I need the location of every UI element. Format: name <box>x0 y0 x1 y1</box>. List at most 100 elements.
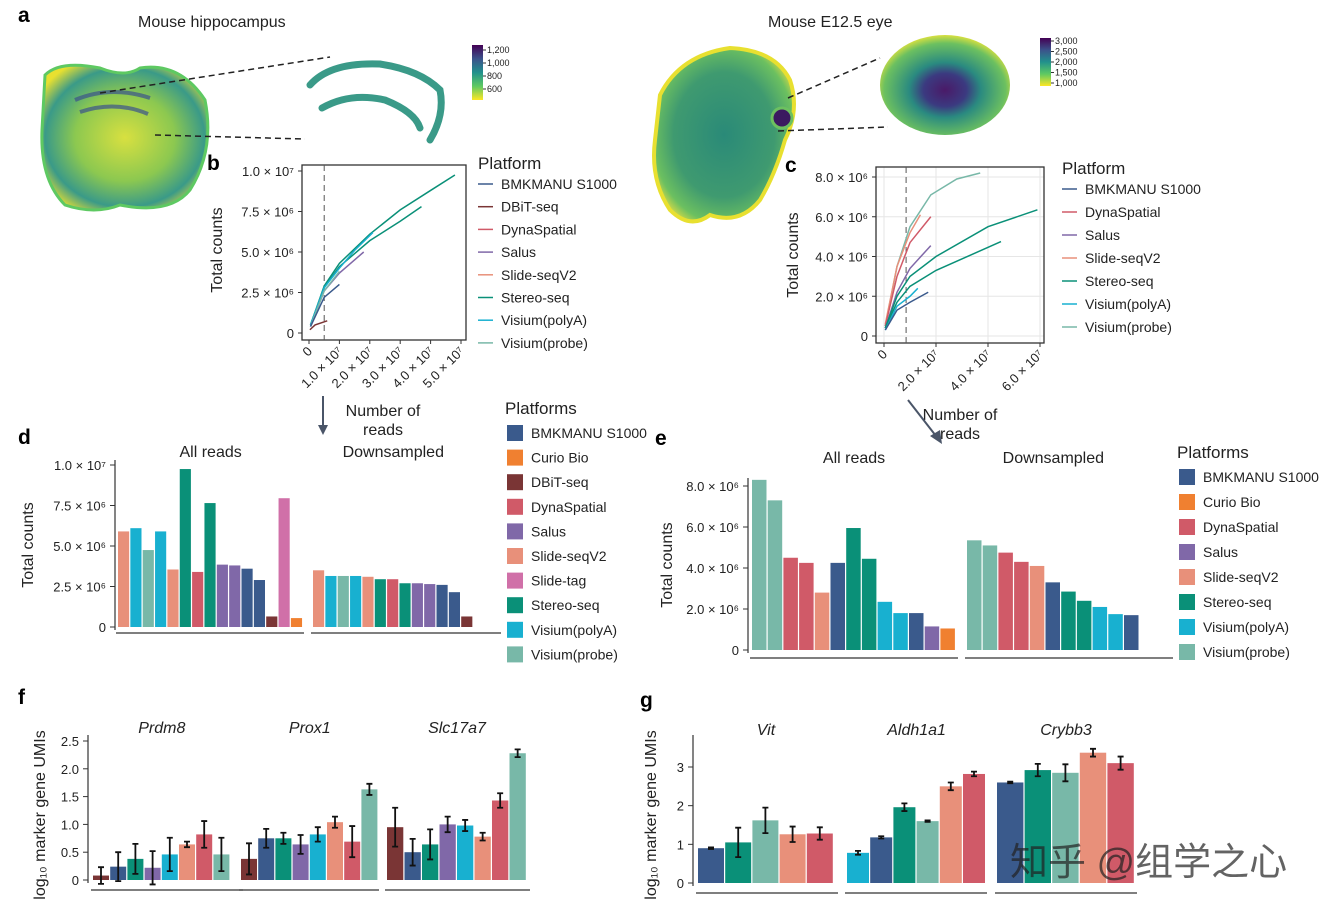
bar-visium-probe- <box>361 789 378 880</box>
y-axis-label: log₁₀ marker gene UMIs <box>32 730 49 899</box>
series-line-visium-probe- <box>309 270 340 327</box>
legend-item: DBiT-seq <box>501 199 559 215</box>
panel-label-f: f <box>18 686 26 709</box>
legend-item: BMKMANU S1000 <box>1203 469 1319 485</box>
y-axis-label: Total counts <box>20 502 37 587</box>
x-tick-label: 2.0 × 10⁷ <box>895 346 943 394</box>
bar-visium-probe- <box>767 500 783 650</box>
hippocampus-zoom-image <box>306 60 445 144</box>
bar-stereo-seq <box>1024 770 1051 883</box>
legend-item: DBiT-seq <box>531 474 589 490</box>
error-bar <box>462 819 469 832</box>
error-bar <box>816 826 823 841</box>
watermark: 知乎 @组学之心 <box>1010 842 1287 884</box>
legend-title: Platforms <box>505 399 577 418</box>
bar-slide-seqv2 <box>327 822 343 880</box>
bar-stereo-seq <box>846 528 861 650</box>
error-bar <box>184 840 190 849</box>
error-bar <box>855 850 861 856</box>
bar-stereo-seq <box>179 469 191 627</box>
arrow-c-to-e <box>907 399 942 444</box>
y-tick-label: 4.0 × 10⁶ <box>686 561 739 576</box>
bar-dynaspatial <box>344 841 361 880</box>
x-axis-label: Number of reads <box>923 407 998 443</box>
error-bar <box>497 792 504 809</box>
error-bar <box>349 825 356 859</box>
bar-bmkmanu-s1000 <box>909 613 924 650</box>
legend-item: BMKMANU S1000 <box>501 176 617 192</box>
y-tick-label: 0 <box>861 329 868 344</box>
bar-dynaspatial <box>806 833 833 883</box>
bar-slide-tag <box>278 498 290 627</box>
y-tick-label: 0 <box>72 873 79 888</box>
panel-d: d 0 2.5 × 10⁶ 5.0 × 10⁶ 7.5 × 10⁶ 1.0 × 10⁷ Al… <box>18 399 647 663</box>
legend-item: Salus <box>501 244 536 260</box>
y-tick-label: 0 <box>99 620 106 635</box>
y-tick-label: 0 <box>732 643 739 658</box>
bar-dynaspatial <box>387 579 399 627</box>
colorbar-tick-label: 800 <box>487 71 502 81</box>
bar-stereo-seq <box>204 503 216 627</box>
bar-dynaspatial <box>963 773 985 883</box>
bar-visium-polya- <box>1108 614 1123 650</box>
legend-title: Platform <box>478 154 541 173</box>
legend-item: Curio Bio <box>531 450 589 466</box>
error-bar <box>166 836 173 873</box>
legend-swatch <box>1179 519 1195 535</box>
error-bar <box>297 834 304 855</box>
series-line-stereo-seq <box>309 174 456 326</box>
bar-visium-polya- <box>325 575 337 627</box>
colorbar-left <box>472 45 483 100</box>
y-axis-label: log₁₀ marker gene UMIs <box>643 730 660 899</box>
bar-stereo-seq <box>275 838 292 880</box>
error-bar <box>947 781 954 792</box>
panel-f: f 0 0.5 1.0 1.5 2.0 2.5 Prdm8 Prox1 Slc17a7 log₁₀ … <box>18 686 530 900</box>
panel-label-c: c <box>785 154 797 177</box>
error-bar <box>115 851 122 883</box>
error-bar <box>427 828 434 861</box>
y-tick-label: 5.0 × 10⁶ <box>53 539 106 554</box>
y-tick-label: 6.0 × 10⁶ <box>686 520 739 535</box>
bar-bmkmanu-s1000 <box>436 584 448 627</box>
colorbar-tick-label: 600 <box>487 84 502 94</box>
legend-item: Visium(probe) <box>1203 644 1290 660</box>
bar-visium-polya- <box>309 834 326 880</box>
error-bar <box>901 802 908 812</box>
bar-visium-polya- <box>847 852 869 883</box>
bar-bmkmanu-s1000 <box>1124 615 1139 650</box>
panel-label-g: g <box>640 689 653 712</box>
colorbar-right <box>1040 38 1051 86</box>
bar-bmkmanu-s1000 <box>258 838 275 880</box>
y-axis-label: Total counts <box>209 207 226 292</box>
colorbar-tick-label: 2,000 <box>1055 57 1078 67</box>
error-bar <box>1007 780 1014 785</box>
y-tick-label: 2.5 <box>61 734 79 749</box>
bar-salus <box>411 583 423 627</box>
bar-dynaspatial <box>192 571 204 627</box>
bar-visium-polya- <box>130 528 142 627</box>
bar-dynaspatial <box>1014 561 1029 650</box>
bar-curio-bio <box>290 618 303 627</box>
y-tick-label: 2.5 × 10⁶ <box>53 580 106 595</box>
bar-slide-seqv2 <box>814 592 830 650</box>
legend-item: Visium(polyA) <box>1085 296 1171 312</box>
error-bar <box>789 825 796 843</box>
bar-visium-polya- <box>893 613 908 650</box>
y-tick-label: 2.5 × 10⁶ <box>241 286 294 301</box>
legend-swatch <box>507 548 523 564</box>
bar-visium-polya- <box>155 531 167 627</box>
y-tick-label: 1.5 <box>61 790 79 805</box>
series-line-salus <box>309 251 365 327</box>
y-tick-label: 3 <box>677 760 684 775</box>
legend-title: Platforms <box>1177 443 1249 462</box>
bar-slide-seqv2 <box>313 570 325 627</box>
bar-slide-seqv2 <box>1079 752 1107 883</box>
legend-item: DynaSpatial <box>531 499 607 515</box>
bar-bmkmanu-s1000 <box>830 562 845 650</box>
y-tick-label: 0.5 <box>61 845 79 860</box>
series-line-visium-polya- <box>309 232 374 326</box>
panel-g: g 0 1 2 3 Vit Aldh1a1 Crybb3 log₁₀ marker gene U… <box>640 689 1137 900</box>
panel-label-b: b <box>207 152 220 175</box>
